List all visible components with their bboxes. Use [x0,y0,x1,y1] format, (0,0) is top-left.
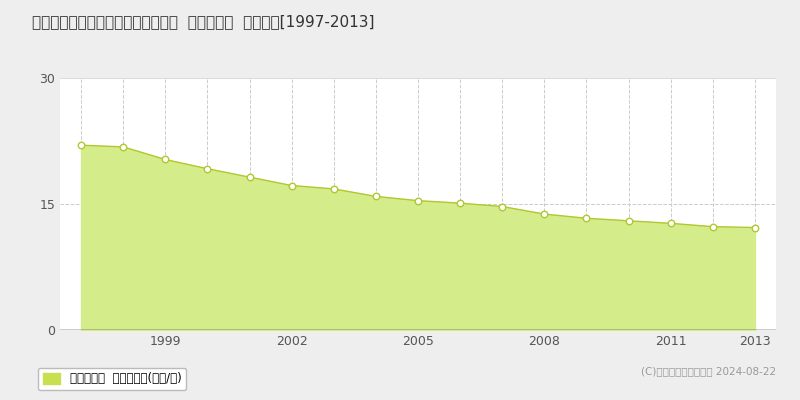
Point [580,215,593,222]
Point [538,211,550,217]
Point [243,174,256,180]
Point [664,220,677,226]
Point [622,218,635,224]
Point [454,200,466,206]
Point [327,186,340,192]
Point [74,142,87,148]
Point [201,166,214,172]
Point [370,193,382,200]
Point [706,224,719,230]
Legend: 基準地価格  平均坪単価(万円/坪): 基準地価格 平均坪単価(万円/坪) [38,368,186,390]
Point [159,156,172,163]
Point [286,182,298,189]
Text: (C)土地価格ドットコム 2024-08-22: (C)土地価格ドットコム 2024-08-22 [641,366,776,376]
Point [749,224,762,231]
Point [496,203,509,210]
Point [117,144,130,150]
Point [411,198,424,204]
Text: 茨城県ひたちなか市相金町１０番５  基準地価格  地価推移[1997-2013]: 茨城県ひたちなか市相金町１０番５ 基準地価格 地価推移[1997-2013] [32,14,374,29]
